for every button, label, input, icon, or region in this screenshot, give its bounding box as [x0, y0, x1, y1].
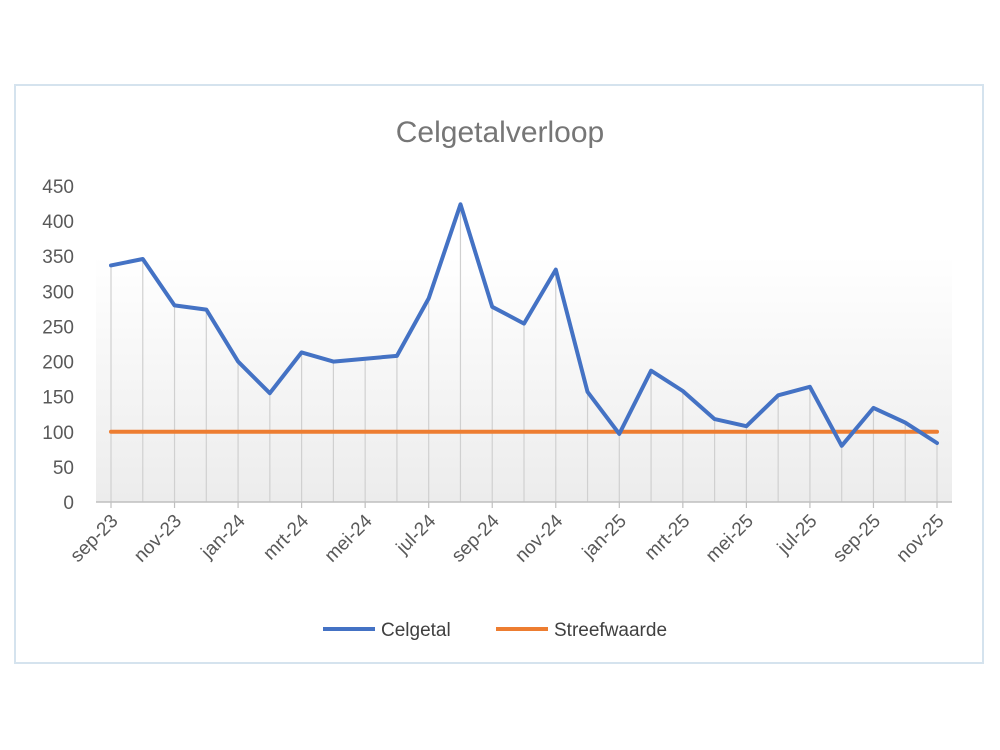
- x-tick-label: sep-24: [448, 510, 504, 566]
- y-tick-label: 250: [42, 317, 74, 338]
- y-tick-label: 150: [42, 388, 74, 409]
- x-tick-label: mei-24: [321, 510, 377, 566]
- legend-label: Celgetal: [381, 620, 451, 641]
- x-tick-label: jan-24: [197, 510, 250, 563]
- x-tick-label: sep-25: [829, 511, 885, 567]
- x-tick-label: nov-24: [511, 510, 567, 566]
- legend-label: Streefwaarde: [554, 620, 667, 641]
- y-tick-label: 300: [42, 282, 74, 303]
- x-tick-label: jul-25: [773, 511, 821, 559]
- chart-frame: Celgetalverloop 0 50 100 150 200 250 300 350 400…: [14, 84, 984, 664]
- y-tick-label: 200: [42, 353, 74, 374]
- y-tick-label: 50: [53, 458, 74, 479]
- x-tick-label: jan-25: [578, 511, 631, 564]
- x-tick-label: jul-24: [392, 510, 441, 559]
- series-line-celgetal: [109, 202, 939, 448]
- line-chart: Celgetalverloop 0 50 100 150 200 250 300 350 400…: [42, 116, 952, 641]
- y-tick-label: 400: [42, 212, 74, 233]
- x-tick-label: sep-23: [67, 511, 123, 567]
- x-tick-label: nov-25: [893, 511, 949, 567]
- x-tick-label: mrt-24: [259, 510, 313, 564]
- x-tick-label: mrt-25: [641, 511, 695, 565]
- y-tick-label: 100: [42, 423, 74, 444]
- y-tick-label: 350: [42, 247, 74, 268]
- x-tick-label: nov-23: [130, 511, 186, 567]
- y-tick-label: 0: [63, 493, 74, 514]
- x-tick-label: mei-25: [702, 511, 758, 567]
- chart-title: Celgetalverloop: [396, 116, 604, 149]
- y-tick-label: 450: [42, 177, 74, 198]
